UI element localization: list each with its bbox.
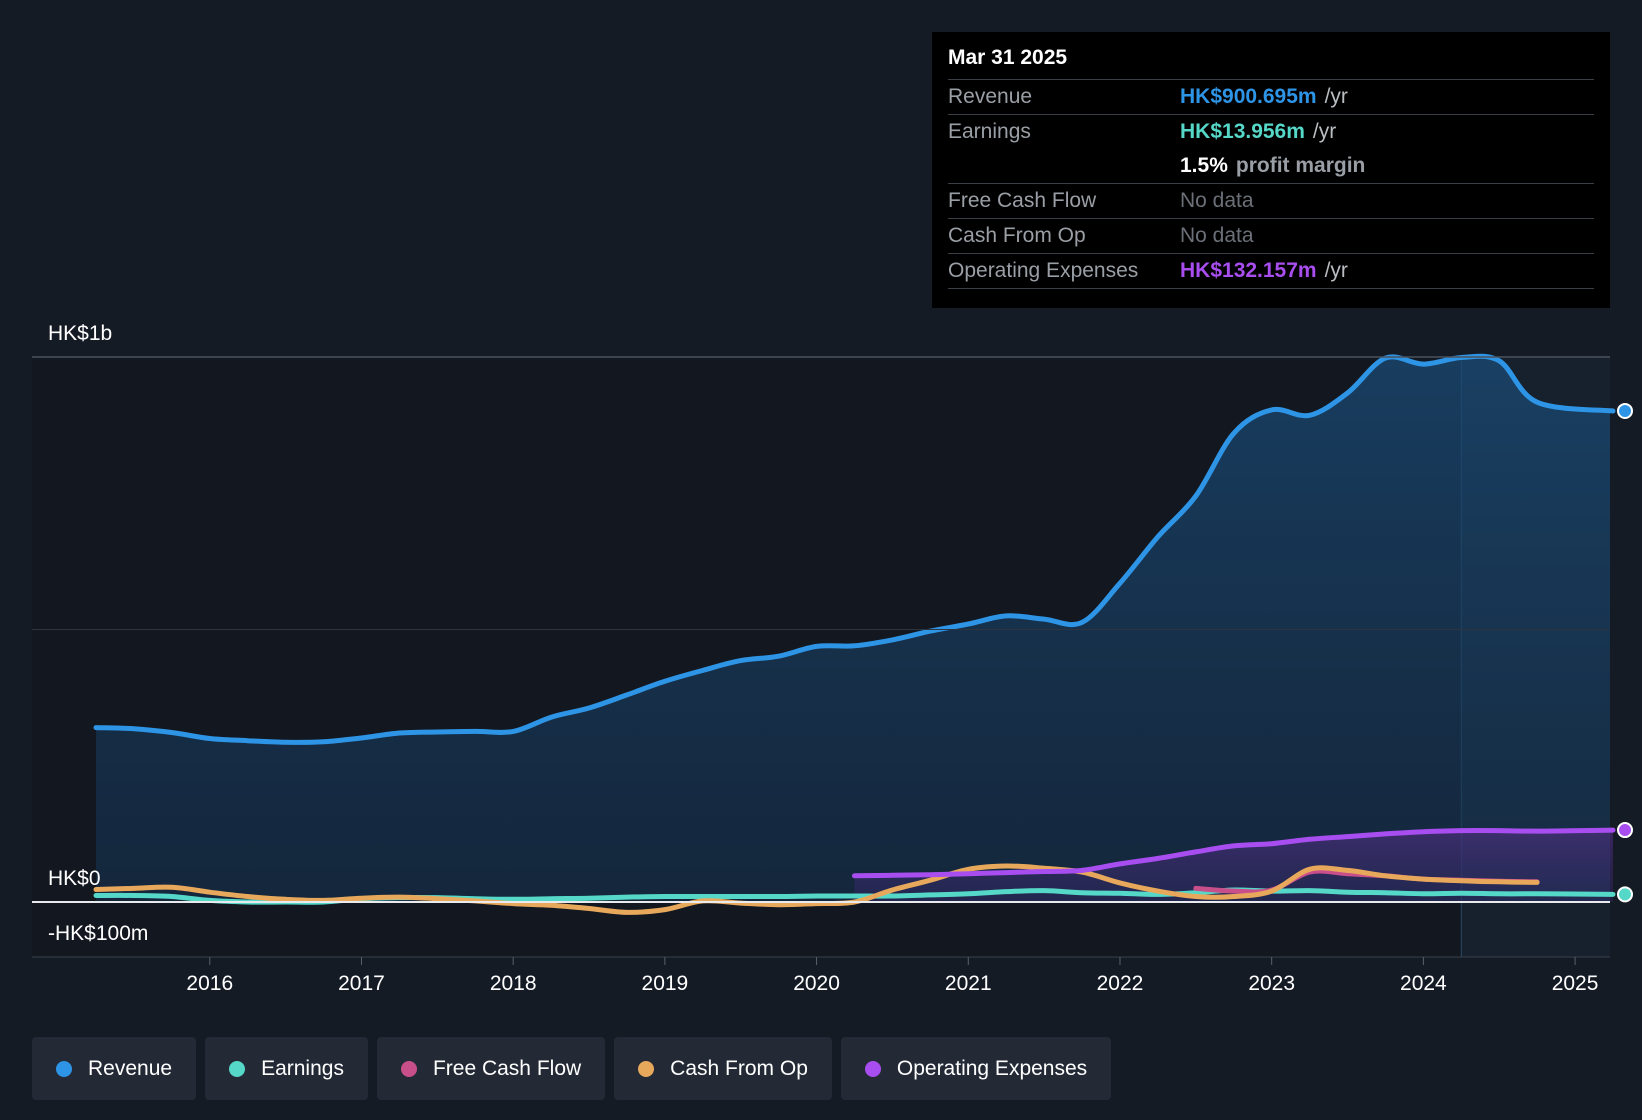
x-tick-label-2022: 2022 — [1097, 972, 1144, 995]
y-label-bottom: -HK$100m — [48, 922, 148, 945]
tooltip-value-earnings: HK$13.956m — [1180, 120, 1305, 143]
x-tick-label-2021: 2021 — [945, 972, 992, 995]
tooltip-unit-earnings: /yr — [1312, 120, 1337, 143]
legend-dot-operating-expenses — [864, 1060, 881, 1077]
legend-label-earnings: Earnings — [261, 1056, 344, 1080]
legend-label-revenue: Revenue — [88, 1056, 173, 1080]
legend-item-earnings[interactable]: Earnings — [205, 1037, 368, 1100]
x-tick-label-2019: 2019 — [642, 972, 689, 995]
legend-item-cash-from-op[interactable]: Cash From Op — [614, 1037, 832, 1100]
legend-item-revenue[interactable]: Revenue — [32, 1037, 197, 1100]
tooltip-unit-revenue: /yr — [1324, 85, 1348, 108]
legend-label-cash-from-op: Cash From Op — [670, 1056, 808, 1080]
x-tick-label-2016: 2016 — [186, 972, 233, 995]
tooltip-row-cfo: Cash From Op No data — [948, 218, 1594, 253]
revenue-area — [96, 356, 1613, 903]
tooltip-label-revenue: Revenue — [948, 85, 1033, 108]
x-tick-label-2023: 2023 — [1248, 972, 1295, 995]
operating-expenses-area — [854, 830, 1613, 902]
x-tick-label-2020: 2020 — [793, 972, 840, 995]
cash-from-op-line — [93, 863, 1540, 915]
operating-expenses-end-marker — [1617, 822, 1633, 839]
x-tick-label-2018: 2018 — [490, 972, 537, 995]
tooltip-row-fcf: Free Cash Flow No data — [948, 183, 1594, 218]
tooltip-value-revenue: HK$900.695m — [1180, 85, 1317, 108]
legend: Revenue Earnings Free Cash Flow Cash Fro… — [32, 1037, 1112, 1100]
legend-dot-cash-from-op — [638, 1060, 655, 1077]
tooltip-value-opex: HK$132.157m — [1180, 259, 1317, 282]
tooltip-value-cfo: No data — [1180, 224, 1254, 247]
tooltip: Mar 31 2025 Revenue HK$900.695m /yr Earn… — [932, 32, 1610, 308]
legend-label-free-cash-flow: Free Cash Flow — [432, 1056, 582, 1080]
tooltip-margin-text: profit margin — [1235, 154, 1366, 177]
x-tick-label-2025: 2025 — [1552, 972, 1599, 995]
tooltip-label-cfo: Cash From Op — [948, 224, 1086, 247]
revenue-end-marker — [1617, 402, 1633, 419]
revenue-line — [93, 353, 1616, 745]
legend-item-free-cash-flow[interactable]: Free Cash Flow — [376, 1037, 606, 1100]
legend-item-operating-expenses[interactable]: Operating Expenses — [840, 1037, 1112, 1100]
tooltip-margin-pct: 1.5% — [1180, 154, 1228, 177]
tooltip-date: Mar 31 2025 — [948, 46, 1068, 69]
tooltip-label-fcf: Free Cash Flow — [948, 189, 1097, 212]
x-tick-label-2024: 2024 — [1400, 972, 1447, 995]
tooltip-row-opex: Operating Expenses HK$132.157m /yr — [948, 253, 1594, 289]
legend-label-operating-expenses: Operating Expenses — [896, 1056, 1088, 1080]
tooltip-row-margin: 1.5% profit margin — [948, 149, 1594, 183]
x-tick-label-2017: 2017 — [338, 972, 385, 995]
tooltip-row-earnings: Earnings HK$13.956m /yr — [948, 114, 1594, 149]
y-label-top: HK$1b — [48, 322, 112, 345]
operating-expenses-line — [852, 827, 1616, 879]
tooltip-label-opex: Operating Expenses — [948, 259, 1139, 282]
legend-dot-free-cash-flow — [400, 1060, 417, 1077]
tooltip-unit-opex: /yr — [1324, 259, 1348, 282]
legend-dot-revenue — [56, 1060, 72, 1077]
tooltip-label-earnings: Earnings — [948, 120, 1031, 143]
legend-dot-earnings — [229, 1060, 246, 1077]
tooltip-value-fcf: No data — [1180, 189, 1254, 212]
earnings-end-marker — [1617, 886, 1633, 903]
tooltip-row-revenue: Revenue HK$900.695m /yr — [948, 79, 1594, 114]
y-label-zero: HK$0 — [48, 867, 101, 890]
